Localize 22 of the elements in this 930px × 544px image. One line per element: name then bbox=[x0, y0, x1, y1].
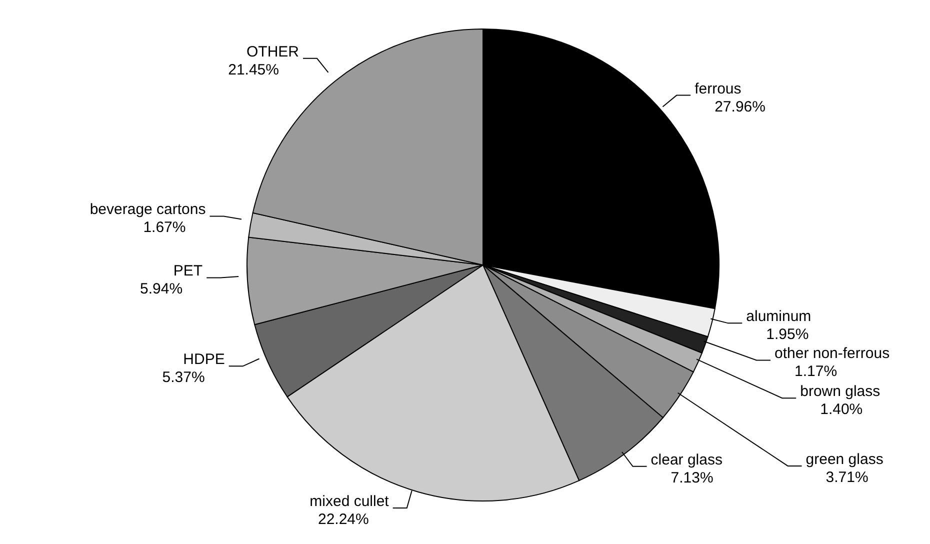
data-label: 1.95% bbox=[766, 326, 809, 344]
data-label: 21.45% bbox=[228, 61, 279, 78]
slice-label: green glass bbox=[806, 450, 884, 468]
slice-label: aluminum bbox=[746, 308, 812, 326]
slice-label: ferrous bbox=[694, 80, 742, 98]
data-label: 5.94% bbox=[140, 280, 183, 298]
slice-label: OTHER bbox=[246, 43, 300, 60]
data-label: 1.67% bbox=[143, 219, 186, 236]
data-label: 3.71% bbox=[826, 468, 868, 486]
slice-label: HDPE bbox=[183, 351, 225, 368]
slice-label: beverage cartons bbox=[90, 201, 206, 218]
data-label: 1.40% bbox=[820, 401, 863, 418]
data-label: 7.13% bbox=[670, 469, 714, 486]
slice-label: clear glass bbox=[650, 451, 722, 468]
data-label: 1.17% bbox=[794, 363, 838, 380]
slice-label: brown glass bbox=[800, 383, 880, 400]
data-label: 5.37% bbox=[162, 369, 205, 386]
data-label: 27.96% bbox=[714, 98, 766, 116]
data-label: 22.24% bbox=[318, 511, 369, 528]
slice-label: other non-ferrous bbox=[774, 345, 890, 362]
slice-label: PET bbox=[173, 262, 203, 280]
slice-label: mixed cullet bbox=[310, 493, 390, 510]
